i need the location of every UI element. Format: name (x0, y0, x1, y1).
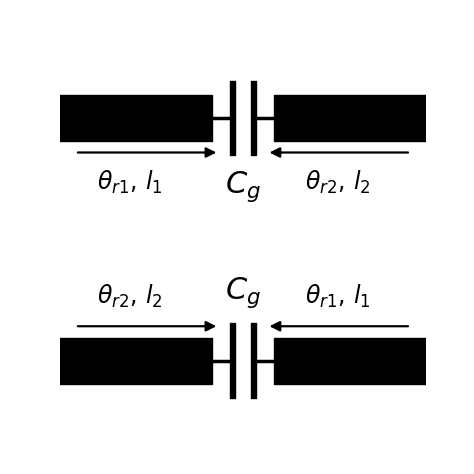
Text: $\theta_{r1},\, l_1$: $\theta_{r1},\, l_1$ (97, 169, 163, 196)
Text: $C_g$: $C_g$ (225, 275, 261, 310)
Text: $\theta_{r2},\, l_2$: $\theta_{r2},\, l_2$ (97, 283, 163, 310)
Text: $C_g$: $C_g$ (225, 169, 261, 204)
Text: $\theta_{r1},\, l_1$: $\theta_{r1},\, l_1$ (305, 283, 371, 310)
Text: $\theta_{r2},\, l_2$: $\theta_{r2},\, l_2$ (305, 169, 371, 196)
